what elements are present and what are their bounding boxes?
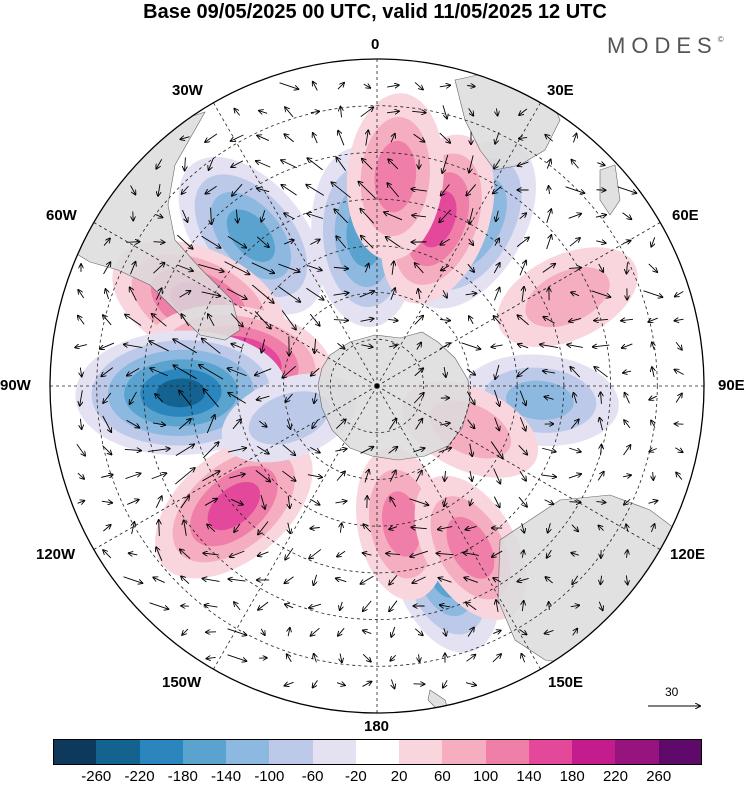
colorbar-tick-label: 140 — [516, 768, 541, 785]
south-pole-marker — [375, 384, 380, 389]
colorbar-tick-label: -180 — [168, 768, 198, 785]
colorbar-cell — [442, 739, 486, 765]
lon-label-150e: 150E — [548, 675, 583, 691]
colorbar-cell — [615, 739, 659, 765]
colorbar-tick-label: -220 — [125, 768, 155, 785]
colorbar-tick-label: -140 — [211, 768, 241, 785]
colorbar-tick-label: -60 — [302, 768, 324, 785]
colorbar-tick-label: 220 — [603, 768, 628, 785]
colorbar-cell — [226, 739, 270, 765]
colorbar-cell — [356, 739, 400, 765]
colorbar-tick-label: -20 — [345, 768, 367, 785]
wind-arrow — [570, 502, 581, 503]
colorbar-tick-label: -100 — [254, 768, 284, 785]
lon-label-120w: 120W — [36, 547, 75, 563]
lon-label-0: 0 — [371, 37, 379, 53]
lon-label-150w: 150W — [162, 675, 201, 691]
colorbar-cell — [572, 739, 616, 765]
colorbar-tick-label: 60 — [434, 768, 451, 785]
colorbar-tick-label: -260 — [81, 768, 111, 785]
colorbar-cell — [313, 739, 357, 765]
colorbar-tick-label: 20 — [391, 768, 408, 785]
colorbar-cell — [399, 739, 443, 765]
lon-label-30e: 30E — [547, 83, 574, 99]
colorbar-cell — [140, 739, 184, 765]
lon-label-90e: 90E — [718, 378, 745, 394]
colorbar-tick-label: 100 — [473, 768, 498, 785]
lon-label-60w: 60W — [46, 208, 77, 224]
colorbar-cell — [269, 739, 313, 765]
colorbar-cell — [486, 739, 530, 765]
colorbar-cell — [183, 739, 227, 765]
colorbar-cell — [529, 739, 573, 765]
lon-label-60e: 60E — [672, 208, 699, 224]
lon-label-90w: 90W — [0, 378, 31, 394]
reference-vector-label: 30 — [665, 685, 678, 699]
colorbar-cell — [96, 739, 140, 765]
colorbar-tick-label: 180 — [560, 768, 585, 785]
colorbar-cell — [659, 739, 703, 765]
lon-label-180: 180 — [364, 719, 389, 735]
colorbar-tick-label: 260 — [646, 768, 671, 785]
lon-label-120e: 120E — [670, 547, 705, 563]
colorbar — [53, 739, 702, 765]
lon-label-30w: 30W — [172, 83, 203, 99]
colorbar-cell — [53, 739, 97, 765]
